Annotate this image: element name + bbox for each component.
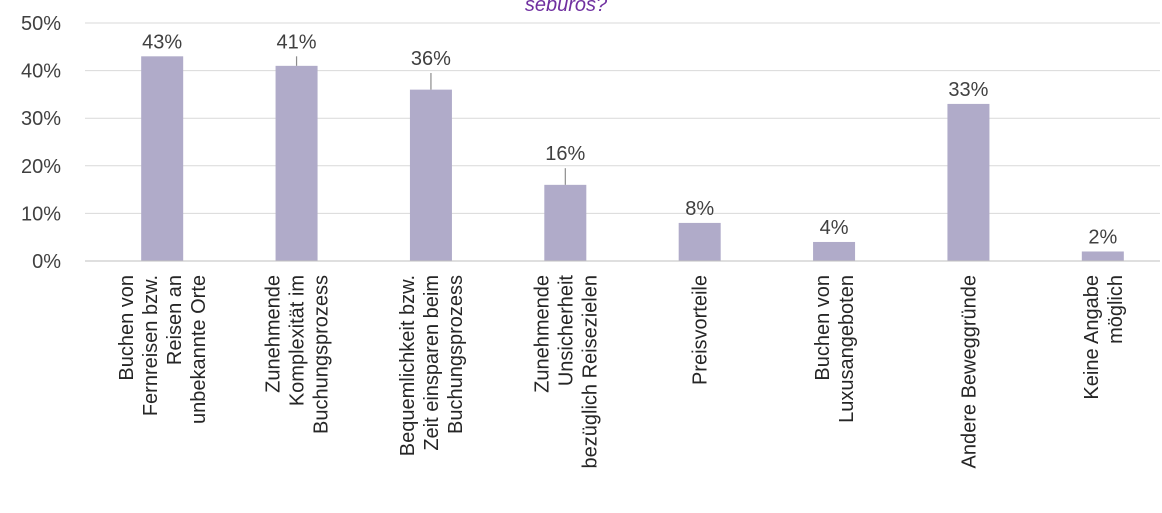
x-category-line: möglich — [1105, 275, 1127, 344]
y-tick-label: 0% — [32, 251, 61, 273]
x-category-line: Zeit einsparen beim — [421, 275, 443, 451]
x-category-label: Zunehmende Unsicherheit bezüglich Reisezie… — [531, 275, 601, 469]
x-category-line: Buchen von — [116, 275, 138, 381]
data-label: 16% — [545, 143, 585, 165]
y-tick-label: 30% — [21, 108, 61, 130]
x-category-line: Buchungsprozess — [445, 275, 467, 434]
data-label: 41% — [277, 31, 317, 53]
x-category-label: Buchen von Fernreisen bzw. Reisen an unbeka… — [116, 275, 210, 424]
data-label: 2% — [1088, 226, 1117, 248]
y-tick-label: 50% — [21, 13, 61, 35]
bar — [275, 65, 318, 261]
bar — [947, 103, 990, 261]
x-axis-categories: Buchen von Fernreisen bzw. Reisen an unbeka… — [116, 275, 1127, 469]
x-category-label: Zunehmende Komplexität im Buchungsprozess — [263, 275, 333, 434]
y-axis-ticks: 0% 10% 20% 30% 40% 50% — [21, 13, 61, 273]
y-tick-label: 40% — [21, 61, 61, 83]
x-category-label: Preisvorteile — [690, 275, 712, 385]
x-category-line: Zunehmende — [263, 275, 285, 393]
gridlines — [85, 22, 1160, 214]
bar — [1081, 251, 1124, 261]
x-category-line: Buchen von — [812, 275, 834, 381]
x-category-label: Bequemlichkeit bzw. Zeit einsparen beim Bu… — [397, 275, 467, 456]
error-lines — [295, 56, 566, 185]
x-category-label: Andere Beweggründe — [958, 275, 980, 468]
chart-title-fragment: seburos? — [525, 0, 608, 16]
data-label: 36% — [411, 48, 451, 70]
x-category-line: Bequemlichkeit bzw. — [397, 275, 419, 456]
x-category-line: unbekannte Orte — [188, 275, 210, 424]
x-category-line: Preisvorteile — [690, 275, 712, 385]
x-category-line: Buchungsprozess — [311, 275, 333, 434]
x-category-line: Unsicherheit — [555, 275, 577, 387]
x-category-line: Keine Angabe — [1081, 275, 1103, 400]
x-category-label: Keine Angabe möglich — [1081, 275, 1127, 400]
bar — [409, 89, 452, 261]
x-category-line: Andere Beweggründe — [958, 275, 980, 468]
x-category-line: bezüglich Reisezielen — [579, 275, 601, 468]
bars — [141, 56, 1124, 261]
data-label: 43% — [142, 31, 182, 53]
x-category-label: Buchen von Luxusangeboten — [812, 275, 858, 423]
data-label: 4% — [820, 217, 849, 239]
data-label: 33% — [948, 79, 988, 101]
x-category-line: Zunehmende — [531, 275, 553, 393]
x-category-line: Fernreisen bzw. — [140, 275, 162, 416]
data-labels: 43% 41% 36% 16% 8% 4% 33% 2% — [142, 31, 1117, 248]
y-tick-label: 10% — [21, 203, 61, 225]
x-category-line: Reisen an — [164, 275, 186, 365]
y-tick-label: 20% — [21, 156, 61, 178]
bar — [678, 222, 721, 261]
data-label: 8% — [685, 198, 714, 220]
bar — [813, 241, 856, 261]
bar — [544, 184, 587, 261]
x-category-line: Komplexität im — [287, 275, 309, 406]
bar — [141, 56, 184, 261]
x-category-line: Luxusangeboten — [836, 275, 858, 423]
